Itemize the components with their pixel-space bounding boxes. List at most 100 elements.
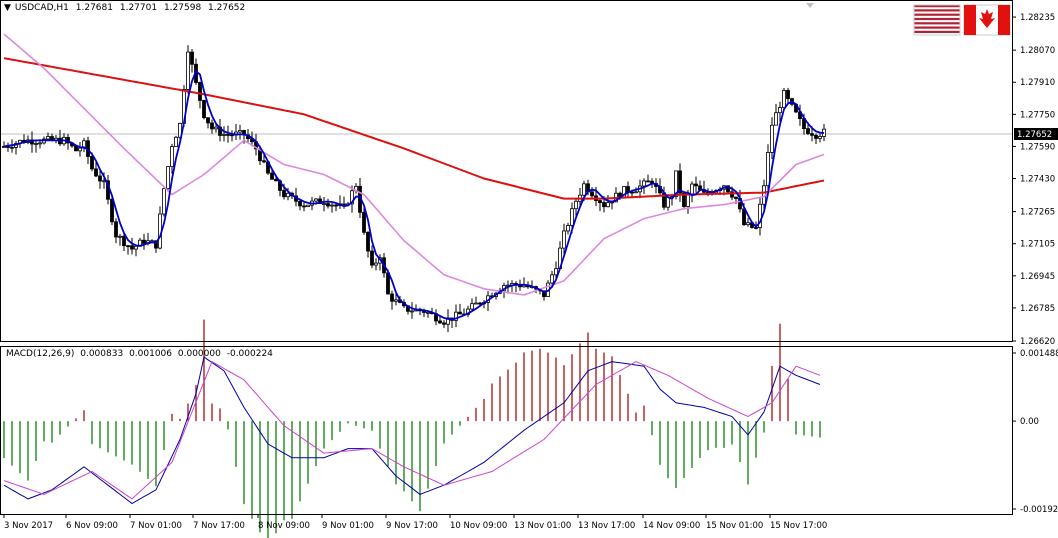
candle xyxy=(758,197,762,236)
macd-frame xyxy=(0,346,1013,515)
candle xyxy=(190,49,194,73)
candle xyxy=(130,237,134,255)
candle xyxy=(774,103,778,126)
candle-body xyxy=(206,117,210,124)
candle-body xyxy=(814,134,818,139)
current-price-label: 1.27652 xyxy=(1017,130,1052,140)
candle-body xyxy=(370,250,374,266)
collapse-triangle-icon[interactable]: ▼ xyxy=(4,3,11,13)
candle-body xyxy=(642,180,646,187)
candle xyxy=(418,307,422,316)
candle-body xyxy=(686,194,690,207)
candle-body xyxy=(134,245,138,250)
price-tick-label: 1.27265 xyxy=(1020,208,1055,218)
candle xyxy=(466,305,470,318)
candle-body xyxy=(282,190,286,198)
candle xyxy=(26,135,30,145)
price-tick-label: 1.26785 xyxy=(1020,304,1055,314)
price-tick-label: 1.27430 xyxy=(1020,175,1055,185)
candle-body xyxy=(574,200,578,210)
candle-body xyxy=(198,82,202,101)
candle xyxy=(566,222,570,235)
candle xyxy=(142,233,146,250)
price-tick-label: 1.27590 xyxy=(1020,142,1055,152)
candle xyxy=(206,117,210,129)
candle-body xyxy=(770,124,774,153)
close-value: 1.27652 xyxy=(208,3,246,13)
candle-body xyxy=(374,262,378,266)
candle-body xyxy=(322,203,326,205)
candle xyxy=(374,258,378,271)
time-tick-label: 6 Nov 09:00 xyxy=(66,521,118,531)
candle-body xyxy=(542,290,546,297)
candle xyxy=(354,183,358,194)
candle-body xyxy=(330,204,334,207)
candle-body xyxy=(210,122,214,130)
time-tick-label: 3 Nov 2017 xyxy=(4,521,53,531)
us-flag-icon xyxy=(913,4,961,36)
candle xyxy=(78,141,82,157)
price-pane[interactable] xyxy=(1,33,1012,333)
candle xyxy=(338,195,342,209)
candle-body xyxy=(598,200,602,204)
candle-body xyxy=(238,130,242,133)
candle-body xyxy=(818,136,822,139)
price-tick-label: 1.26620 xyxy=(1020,337,1055,347)
time-tick-label: 7 Nov 01:00 xyxy=(130,521,182,531)
candle xyxy=(370,245,374,269)
candle-body xyxy=(114,221,118,238)
candle xyxy=(390,290,394,310)
macd-pane[interactable] xyxy=(3,319,821,538)
candle xyxy=(262,154,266,164)
candle xyxy=(366,231,370,258)
candle-body xyxy=(162,188,166,215)
candle xyxy=(126,244,130,255)
candle-body xyxy=(326,203,330,207)
candle-body xyxy=(646,180,650,183)
macd-tick-label: 0.00 xyxy=(1020,417,1039,427)
price-tick-label: 1.27910 xyxy=(1020,78,1055,88)
candle-body xyxy=(274,178,278,182)
us-stripe xyxy=(914,9,960,12)
candle xyxy=(306,204,310,208)
candle-body xyxy=(590,191,594,197)
time-tick-label: 13 Nov 01:00 xyxy=(514,521,571,531)
candle xyxy=(218,119,222,142)
candle-body xyxy=(746,222,750,226)
candle xyxy=(114,218,118,244)
candle-body xyxy=(306,204,310,208)
candle-body xyxy=(562,230,566,249)
candle xyxy=(58,129,62,146)
candle-body xyxy=(666,196,670,208)
candle xyxy=(94,162,98,178)
candle-body xyxy=(94,168,98,177)
current-price-badge xyxy=(1014,127,1058,140)
candle-body xyxy=(690,183,694,196)
candle-body xyxy=(90,156,94,170)
candle xyxy=(234,123,238,140)
candle-body xyxy=(170,146,174,167)
candle xyxy=(298,199,302,211)
candle-body xyxy=(142,239,146,244)
candle xyxy=(238,124,242,140)
candle-body xyxy=(674,170,678,197)
canada-flag-left-bar xyxy=(964,5,976,35)
candle xyxy=(442,320,446,329)
candle xyxy=(574,197,578,216)
ma-fast-line xyxy=(3,69,825,321)
candle xyxy=(122,233,126,251)
canada-flag-right-bar xyxy=(998,5,1010,35)
candle-body xyxy=(302,205,306,208)
symbol-label: USDCAD,H1 xyxy=(14,3,69,13)
candle xyxy=(522,277,526,288)
candle-body xyxy=(102,180,106,183)
candle-body xyxy=(226,134,230,136)
candle xyxy=(770,117,774,159)
candle xyxy=(646,174,650,183)
candle xyxy=(694,176,698,193)
candle-body xyxy=(10,146,14,149)
macd-v3: 0.000000 xyxy=(177,349,221,359)
time-tick-label: 15 Nov 17:00 xyxy=(770,521,827,531)
